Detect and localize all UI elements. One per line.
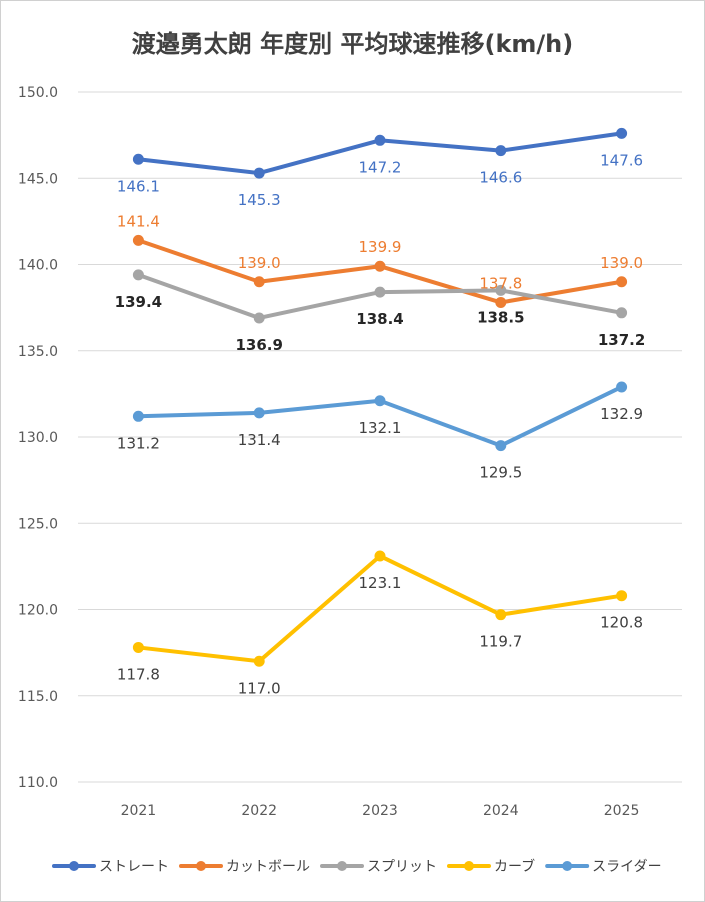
data-point xyxy=(616,381,628,393)
legend-label: ストレート xyxy=(99,859,169,875)
data-point xyxy=(374,286,386,298)
y-tick-label: 135.0 xyxy=(18,344,58,360)
data-point xyxy=(616,590,628,602)
data-point xyxy=(374,550,386,562)
chart-title: 渡邉勇太朗 年度別 平均球速推移(km/h) xyxy=(131,30,574,58)
data-point xyxy=(495,440,507,452)
data-point xyxy=(132,269,144,281)
data-label: 138.5 xyxy=(477,308,524,326)
legend-label: カーブ xyxy=(494,858,535,875)
x-tick-label: 2024 xyxy=(483,803,519,819)
legend-marker xyxy=(69,861,79,871)
data-point xyxy=(495,296,507,308)
data-label: 146.6 xyxy=(479,169,522,187)
data-label: 141.4 xyxy=(117,212,160,230)
data-label: 147.6 xyxy=(600,151,643,169)
data-label: 137.2 xyxy=(598,331,645,349)
data-point xyxy=(132,234,144,246)
data-label: 131.4 xyxy=(238,431,281,449)
legend-marker xyxy=(337,861,347,871)
legend-label: スプリット xyxy=(367,859,437,875)
data-label: 146.1 xyxy=(117,177,160,195)
legend-label: スライダー xyxy=(592,859,661,875)
y-tick-label: 125.0 xyxy=(18,516,58,532)
data-point xyxy=(374,134,386,146)
data-label: 117.0 xyxy=(238,679,281,697)
data-point xyxy=(253,407,265,419)
data-label: 139.0 xyxy=(600,254,643,272)
data-label: 138.4 xyxy=(356,310,403,328)
data-label: 119.7 xyxy=(479,633,522,651)
data-label: 139.0 xyxy=(238,254,281,272)
data-label: 132.1 xyxy=(359,419,402,437)
data-point xyxy=(253,167,265,179)
data-point xyxy=(253,312,265,324)
data-point xyxy=(616,307,628,319)
data-point xyxy=(374,260,386,272)
x-tick-label: 2023 xyxy=(362,803,398,819)
legend-marker xyxy=(196,861,206,871)
x-tick-label: 2021 xyxy=(121,803,157,819)
legend-label: カットボール xyxy=(226,859,310,875)
y-tick-label: 150.0 xyxy=(18,85,58,101)
legend-marker xyxy=(562,861,573,871)
data-label: 136.9 xyxy=(235,336,282,354)
data-label: 129.5 xyxy=(479,464,522,482)
data-point xyxy=(132,410,144,422)
y-tick-label: 140.0 xyxy=(18,258,58,274)
y-tick-label: 130.0 xyxy=(18,430,58,446)
x-tick-label: 2022 xyxy=(241,803,277,819)
x-tick-label: 2025 xyxy=(604,803,640,819)
data-point xyxy=(132,641,144,653)
data-point xyxy=(253,655,265,667)
data-label: 137.8 xyxy=(479,274,522,292)
data-label: 131.2 xyxy=(117,434,160,452)
y-tick-label: 145.0 xyxy=(18,171,58,187)
legend-marker xyxy=(464,861,474,871)
series-line xyxy=(136,554,624,664)
data-label: 145.3 xyxy=(238,191,281,209)
data-point xyxy=(616,276,628,288)
data-point xyxy=(132,153,144,165)
data-label: 117.8 xyxy=(117,665,160,683)
data-label: 139.9 xyxy=(359,238,402,256)
y-tick-label: 110.0 xyxy=(18,775,58,791)
data-label: 123.1 xyxy=(359,574,402,592)
data-label: 139.4 xyxy=(115,293,162,311)
data-point xyxy=(616,127,628,139)
data-point xyxy=(374,395,386,407)
data-point xyxy=(495,145,507,157)
y-tick-label: 115.0 xyxy=(18,689,58,705)
data-point xyxy=(253,276,265,288)
data-label: 147.2 xyxy=(359,158,402,176)
data-label: 132.9 xyxy=(600,405,643,423)
y-tick-label: 120.0 xyxy=(18,603,58,619)
data-point xyxy=(495,609,507,621)
data-label: 120.8 xyxy=(600,614,643,632)
data-point xyxy=(495,284,507,296)
